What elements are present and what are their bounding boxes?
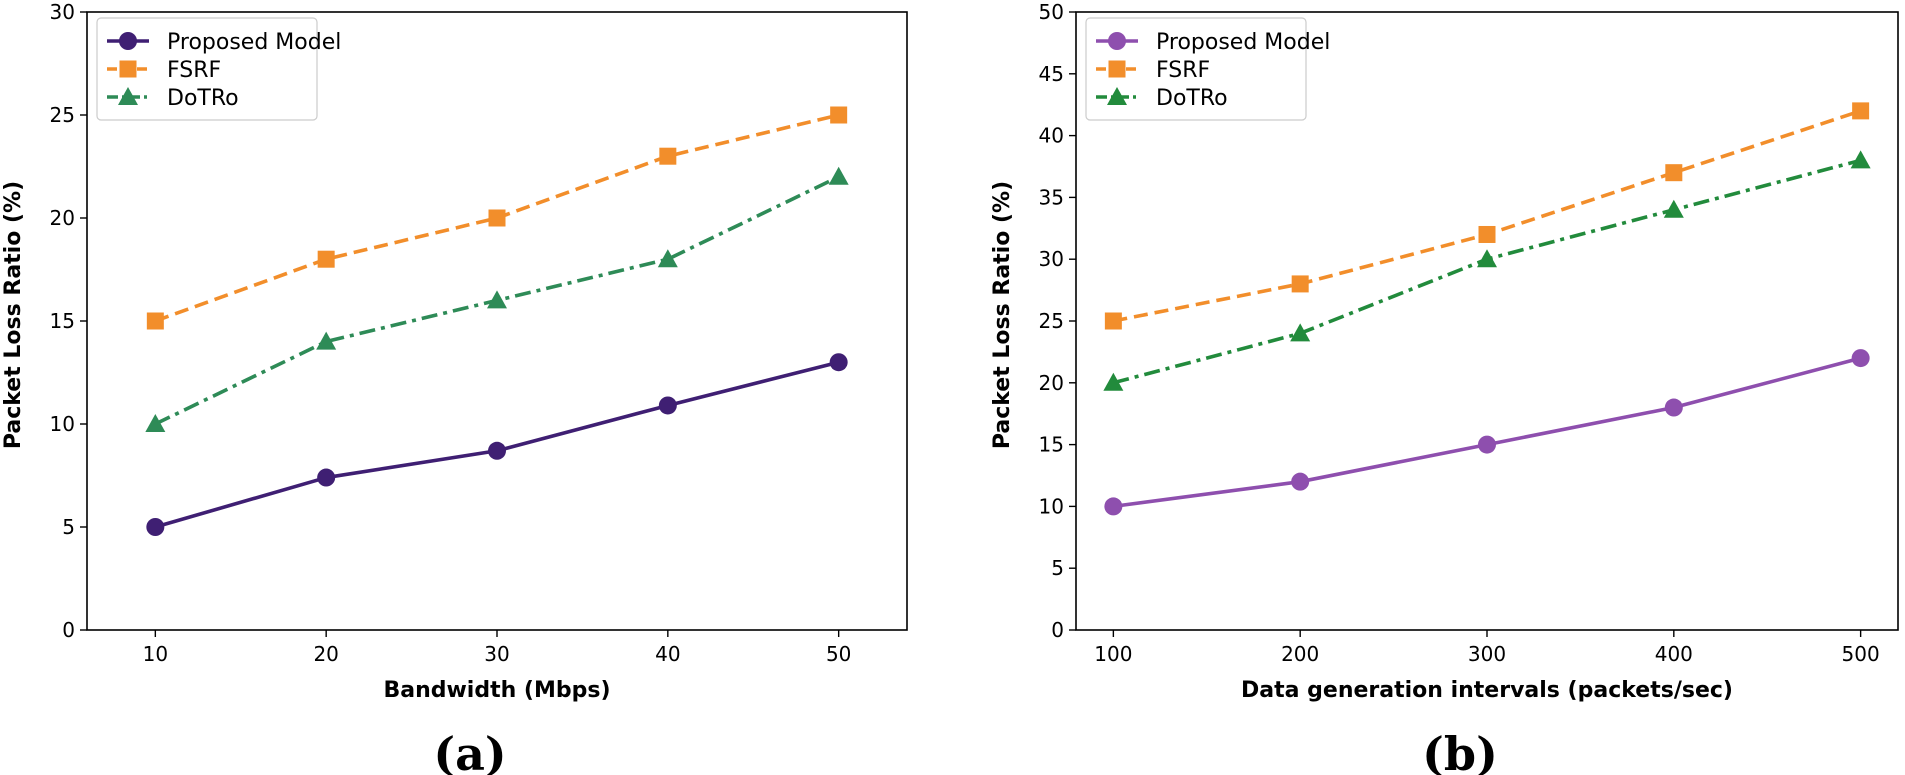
- legend-label: Proposed Model: [1156, 30, 1330, 55]
- data-point: [828, 166, 849, 185]
- x-tick-label: 500: [1842, 642, 1880, 666]
- legend-label: DoTRo: [1156, 86, 1228, 111]
- y-axis-label-a: Packet Loss Ratio (%): [1, 181, 26, 449]
- series-proposed-model: [146, 353, 848, 536]
- data-point: [1665, 164, 1683, 182]
- y-axis-label-b: Packet Loss Ratio (%): [990, 181, 1015, 449]
- chart-a: Bandwidth (Mbps) Packet Loss Ratio (%) (…: [1, 0, 908, 775]
- series-line: [1113, 109, 1862, 323]
- x-axis-label-a: Bandwidth (Mbps): [383, 678, 610, 703]
- x-tick-label: 300: [1468, 642, 1506, 666]
- y-tick-label: 5: [62, 515, 75, 539]
- chart-b: Data generation intervals (packets/sec) …: [990, 0, 1899, 775]
- x-tick-label: 10: [143, 642, 168, 666]
- y-tick-label: 25: [1039, 309, 1064, 333]
- data-point: [658, 396, 677, 415]
- y-tick-label: 20: [1039, 371, 1064, 395]
- data-point: [317, 250, 335, 268]
- y-tick-label: 5: [1051, 556, 1064, 580]
- y-tick-label: 0: [1051, 618, 1064, 642]
- series-proposed-model: [1104, 349, 1870, 516]
- data-point: [1477, 249, 1497, 268]
- legend-label: FSRF: [1156, 58, 1210, 83]
- data-point: [1851, 349, 1870, 368]
- data-point: [1664, 398, 1683, 417]
- data-point: [657, 249, 678, 268]
- legend-swatch-marker: [119, 32, 137, 50]
- series-line: [1112, 158, 1862, 385]
- data-point: [659, 147, 677, 165]
- series-line: [1113, 356, 1862, 509]
- legend-swatch-marker: [1107, 87, 1127, 105]
- data-point: [1103, 372, 1124, 391]
- y-tick-label: 10: [1039, 494, 1064, 518]
- data-point: [316, 331, 337, 350]
- panel-label-a: (a): [433, 727, 506, 775]
- y-tick-label: 45: [1039, 62, 1064, 86]
- x-tick-label: 200: [1281, 642, 1319, 666]
- data-point: [1104, 312, 1122, 330]
- panel-label-b: (b): [1422, 727, 1498, 775]
- data-point: [487, 290, 507, 309]
- y-tick-label: 20: [50, 206, 75, 230]
- y-tick-label: 50: [1039, 0, 1064, 24]
- y-tick-label: 30: [50, 0, 75, 24]
- x-tick-label: 40: [655, 642, 680, 666]
- data-point: [146, 312, 164, 330]
- data-point: [317, 468, 336, 487]
- data-point: [1291, 275, 1309, 293]
- x-tick-label: 20: [313, 642, 338, 666]
- legend-b: Proposed Model FSRF DoTRo: [1085, 17, 1330, 121]
- data-point: [830, 106, 848, 124]
- series-fsrf: [146, 106, 848, 330]
- data-point: [145, 414, 166, 432]
- data-point: [488, 209, 506, 227]
- data-point: [1478, 225, 1496, 243]
- data-point: [1104, 497, 1123, 516]
- x-axis-label-b: Data generation intervals (packets/sec): [1241, 678, 1733, 703]
- y-tick-label: 15: [1039, 433, 1064, 457]
- legend-swatch-marker: [119, 60, 137, 78]
- data-point: [1478, 435, 1496, 454]
- legend-swatch-marker: [118, 87, 138, 105]
- legend-label: DoTRo: [167, 86, 239, 111]
- data-point: [1291, 472, 1310, 491]
- legend-swatch-marker: [1108, 60, 1126, 78]
- legend-box: [1085, 17, 1307, 121]
- x-tick-label: 30: [484, 642, 509, 666]
- data-point: [146, 518, 165, 536]
- data-point: [1850, 150, 1871, 169]
- series-fsrf: [1104, 102, 1870, 330]
- y-tick-label: 35: [1039, 185, 1064, 209]
- x-tick-label: 50: [826, 642, 851, 666]
- y-tick-label: 25: [50, 103, 75, 127]
- data-point: [829, 353, 848, 372]
- legend-label: FSRF: [167, 58, 221, 83]
- y-tick-label: 0: [62, 618, 75, 642]
- x-tick-label: 100: [1094, 642, 1132, 666]
- data-point: [488, 441, 506, 460]
- data-point: [1663, 199, 1684, 218]
- legend-a: Proposed Model FSRF DoTRo: [96, 17, 341, 121]
- x-tick-label: 400: [1655, 642, 1693, 666]
- legend-label: Proposed Model: [167, 30, 341, 55]
- y-tick-label: 15: [50, 309, 75, 333]
- series-dotro: [1103, 150, 1871, 391]
- legend-box: [96, 17, 318, 121]
- series-dotro: [145, 166, 849, 432]
- y-tick-label: 30: [1039, 247, 1064, 271]
- data-point: [1852, 102, 1870, 120]
- legend-swatch-marker: [1108, 32, 1126, 50]
- y-tick-label: 10: [50, 412, 75, 436]
- y-tick-label: 40: [1039, 124, 1064, 148]
- data-point: [1290, 323, 1311, 342]
